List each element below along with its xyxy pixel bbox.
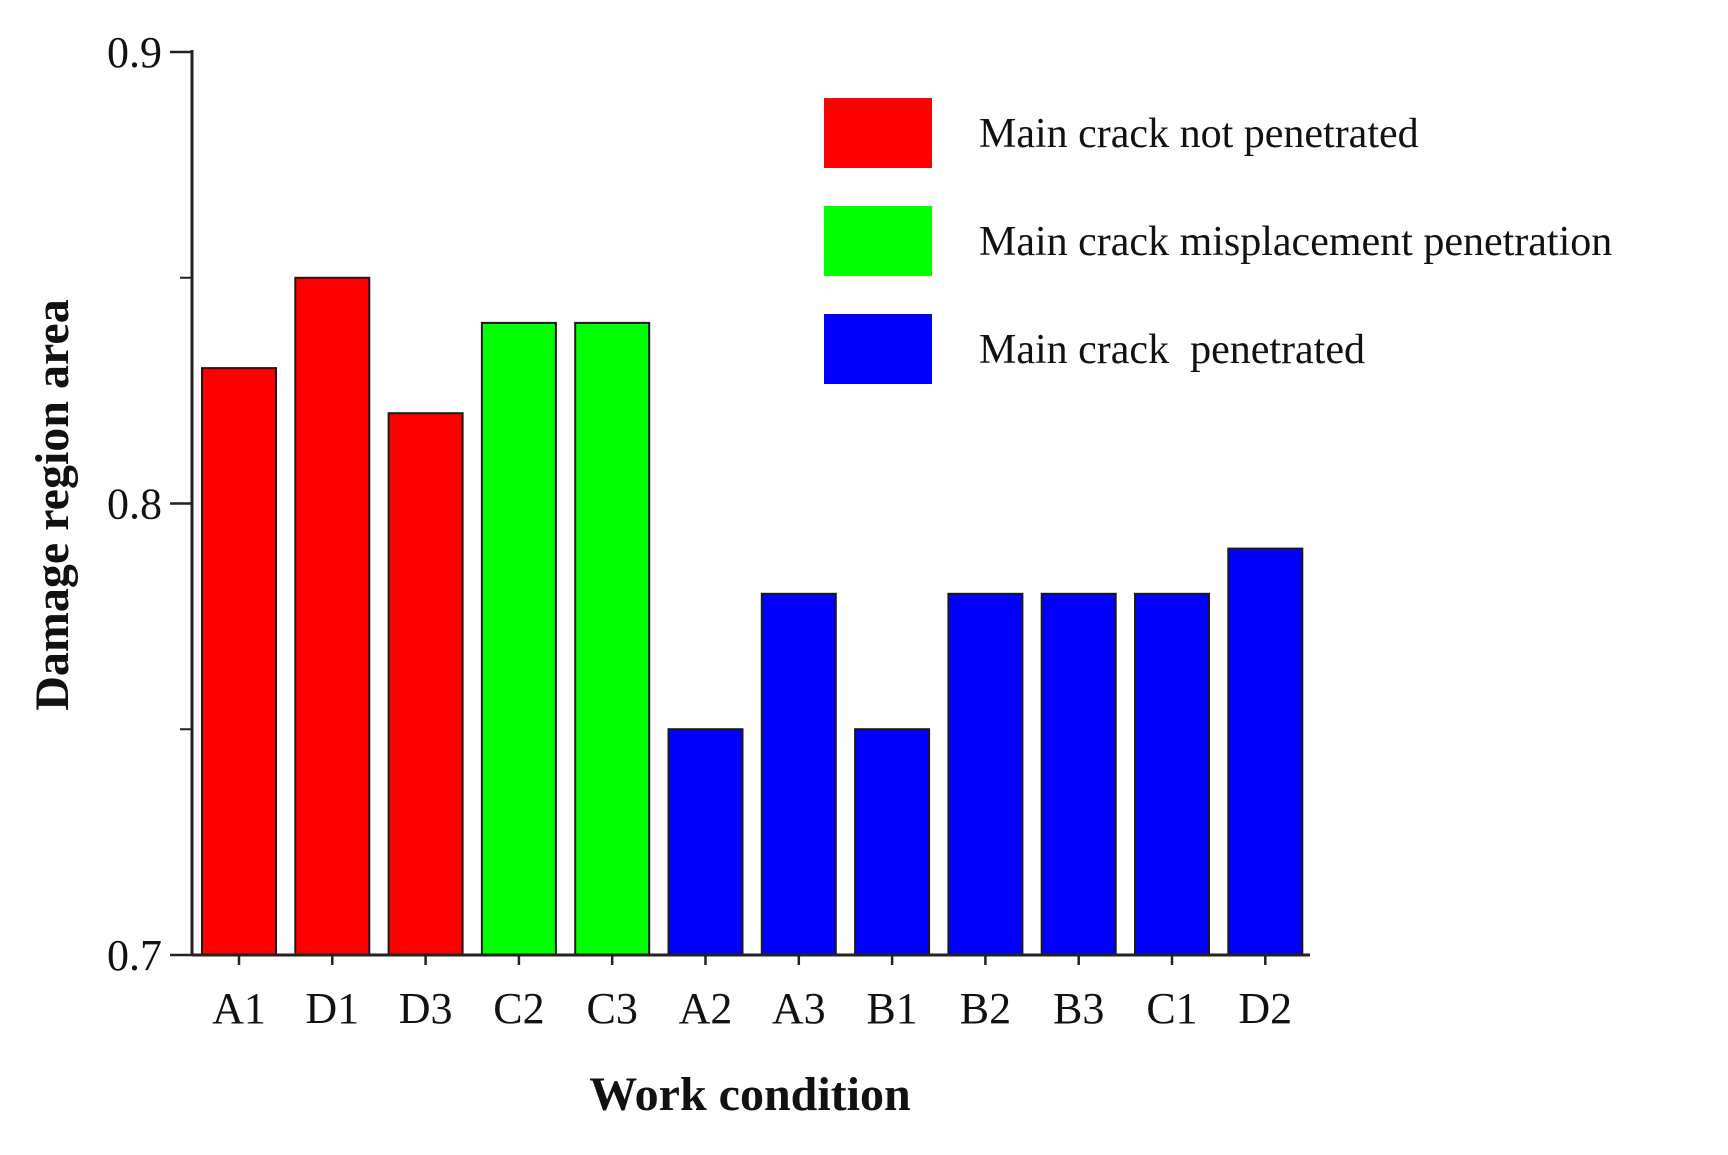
x-tick-label: B3 bbox=[1053, 984, 1104, 1033]
legend-label: Main crack misplacement penetration bbox=[979, 219, 1612, 265]
bar-B1 bbox=[854, 728, 931, 957]
x-tick-label: A2 bbox=[679, 984, 733, 1033]
y-tick-label: 0.7 bbox=[107, 931, 162, 980]
x-tick-label: D3 bbox=[399, 984, 453, 1033]
legend-swatch bbox=[824, 314, 932, 384]
bar-C3 bbox=[574, 321, 651, 956]
x-tick-label: C1 bbox=[1146, 984, 1197, 1033]
bar-B3 bbox=[1040, 592, 1117, 956]
bar-D3 bbox=[387, 412, 464, 956]
bar-A1 bbox=[201, 367, 277, 957]
legend-label: Main crack penetrated bbox=[979, 327, 1365, 373]
x-tick-label: D1 bbox=[305, 984, 359, 1033]
x-tick-label: B1 bbox=[866, 984, 917, 1033]
bar-A3 bbox=[760, 592, 837, 956]
bar-C1 bbox=[1134, 592, 1210, 956]
x-tick-label: D2 bbox=[1238, 984, 1292, 1033]
ticks-group: A1 D1 D3 C2 C3 A2 A3 B1 B2 B3 C1 D2 0.7 0.8 0.9 bbox=[107, 28, 1292, 1033]
legend-label: Main crack not penetrated bbox=[979, 111, 1419, 157]
x-axis-title: Work condition bbox=[589, 1068, 910, 1121]
bar-B2 bbox=[947, 592, 1024, 956]
x-tick-label: A3 bbox=[772, 984, 826, 1033]
bars-group bbox=[201, 276, 1304, 957]
bar-A2 bbox=[667, 728, 744, 957]
bar-C2 bbox=[480, 321, 557, 956]
y-tick-label: 0.8 bbox=[107, 480, 162, 529]
x-tick-label: A1 bbox=[212, 984, 266, 1033]
y-tick-label: 0.9 bbox=[107, 28, 162, 77]
x-tick-label: C2 bbox=[493, 984, 544, 1033]
legend-swatch bbox=[824, 206, 932, 276]
bar-D2 bbox=[1227, 547, 1304, 956]
x-tick-label: C3 bbox=[587, 984, 638, 1033]
y-axis-title: Damage region area bbox=[26, 299, 79, 710]
bar-D1 bbox=[294, 276, 371, 956]
legend-swatch bbox=[824, 98, 932, 168]
x-tick-label: B2 bbox=[960, 984, 1011, 1033]
legend: Main crack not penetrated Main crack misp… bbox=[824, 98, 1612, 384]
